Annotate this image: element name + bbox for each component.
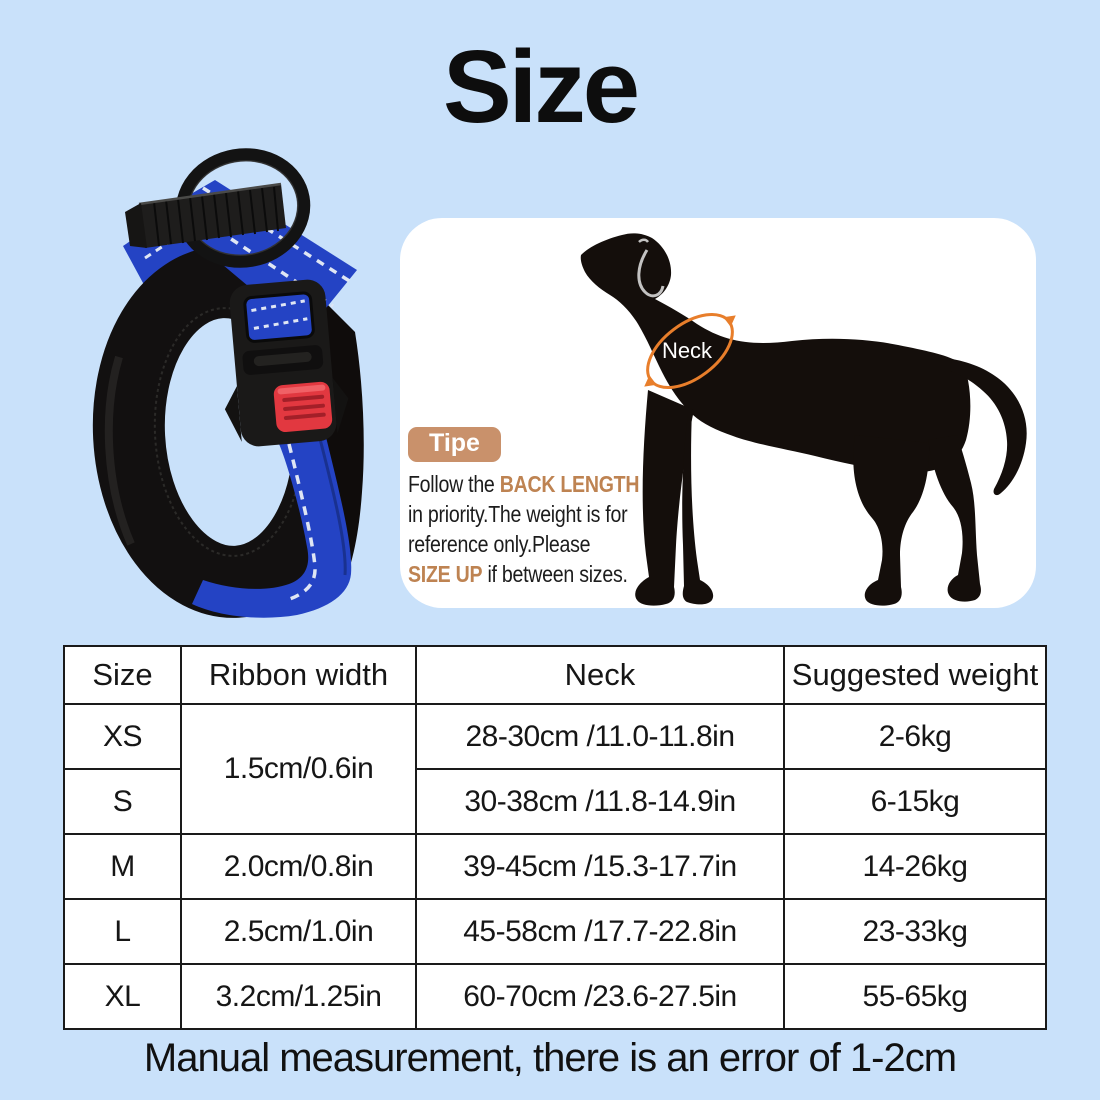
table-cell: 1.5cm/0.6in	[180, 703, 417, 835]
table-cell: XL	[63, 963, 182, 1030]
table-cell: 45-58cm /17.7-22.8in	[415, 898, 785, 965]
page-title: Size	[442, 29, 640, 144]
dog-ear-detail	[637, 249, 665, 298]
table-cell: 2.5cm/1.0in	[180, 898, 417, 965]
table-cell: S	[63, 768, 182, 835]
tip-line: Follow the BACK LENGTH	[408, 471, 640, 497]
dog-rear-leg	[853, 435, 930, 606]
column-header: Ribbon width	[180, 645, 417, 705]
dog-front-leg	[682, 410, 714, 605]
tip-line: SIZE UP if between sizes.	[408, 561, 628, 587]
neck-measure-ellipse: Neck	[644, 312, 736, 390]
tip-text: Follow the BACK LENGTH in priority.The we…	[408, 469, 663, 589]
table-cell: 3.2cm/1.25in	[180, 963, 417, 1030]
measurement-panel: Neck Tipe Follow the BACK LENGTH in prior…	[400, 218, 1036, 608]
table-row: M 2.0cm/0.8in 39-45cm /15.3-17.7in 14-26kg	[63, 833, 1047, 900]
tip-badge: Tipe	[408, 427, 501, 462]
dog-tail	[950, 359, 1027, 496]
table-row: L 2.5cm/1.0in 45-58cm /17.7-22.8in 23-33kg	[63, 898, 1047, 965]
size-table-header-row: Size Ribbon width Neck Suggested weight	[63, 645, 1047, 705]
table-cell: 28-30cm /11.0-11.8in	[415, 703, 785, 770]
table-row: XS 1.5cm/0.6in 28-30cm /11.0-11.8in 2-6kg	[63, 703, 1047, 835]
tip-line: reference only.Please	[408, 531, 591, 557]
tip-box: Tipe Follow the BACK LENGTH in priority.T…	[408, 427, 708, 589]
dog-body	[580, 233, 971, 473]
table-cell: 6-15kg	[783, 768, 1047, 835]
column-header: Suggested weight	[783, 645, 1047, 705]
table-cell: 2.0cm/0.8in	[180, 833, 417, 900]
size-table-body: XS 1.5cm/0.6in 28-30cm /11.0-11.8in 2-6kg S 3…	[63, 703, 1047, 1030]
column-header: Size	[63, 645, 182, 705]
size-table: Size Ribbon width Neck Suggested weight XS 1…	[63, 645, 1047, 1030]
collar-webbing-lower	[192, 433, 352, 618]
column-header: Neck	[415, 645, 785, 705]
table-cell: 23-33kg	[783, 898, 1047, 965]
table-cell: XS	[63, 703, 182, 770]
dog-rear-leg	[928, 435, 981, 602]
table-cell: 30-38cm /11.8-14.9in	[415, 768, 785, 835]
dog-silhouette-diagram: Neck	[580, 233, 1027, 606]
table-cell: L	[63, 898, 182, 965]
table-row: XL 3.2cm/1.25in 60-70cm /23.6-27.5in 55-65k…	[63, 963, 1047, 1030]
buckle-icon	[224, 279, 349, 447]
footer-note: Manual measurement, there is an error of…	[143, 1036, 957, 1080]
table-cell: 14-26kg	[783, 833, 1047, 900]
neck-label: Neck	[662, 338, 713, 363]
table-cell: 55-65kg	[783, 963, 1047, 1030]
tip-line: in priority.The weight is for	[408, 501, 628, 527]
table-cell: 39-45cm /15.3-17.7in	[415, 833, 785, 900]
table-row: S 30-38cm /11.8-14.9in 6-15kg	[63, 768, 1047, 835]
table-cell: 60-70cm /23.6-27.5in	[415, 963, 785, 1030]
collar-product-image	[92, 148, 364, 618]
dog-front-leg	[635, 390, 694, 606]
table-cell: 2-6kg	[783, 703, 1047, 770]
table-cell: M	[63, 833, 182, 900]
collar-wrap	[125, 182, 286, 248]
